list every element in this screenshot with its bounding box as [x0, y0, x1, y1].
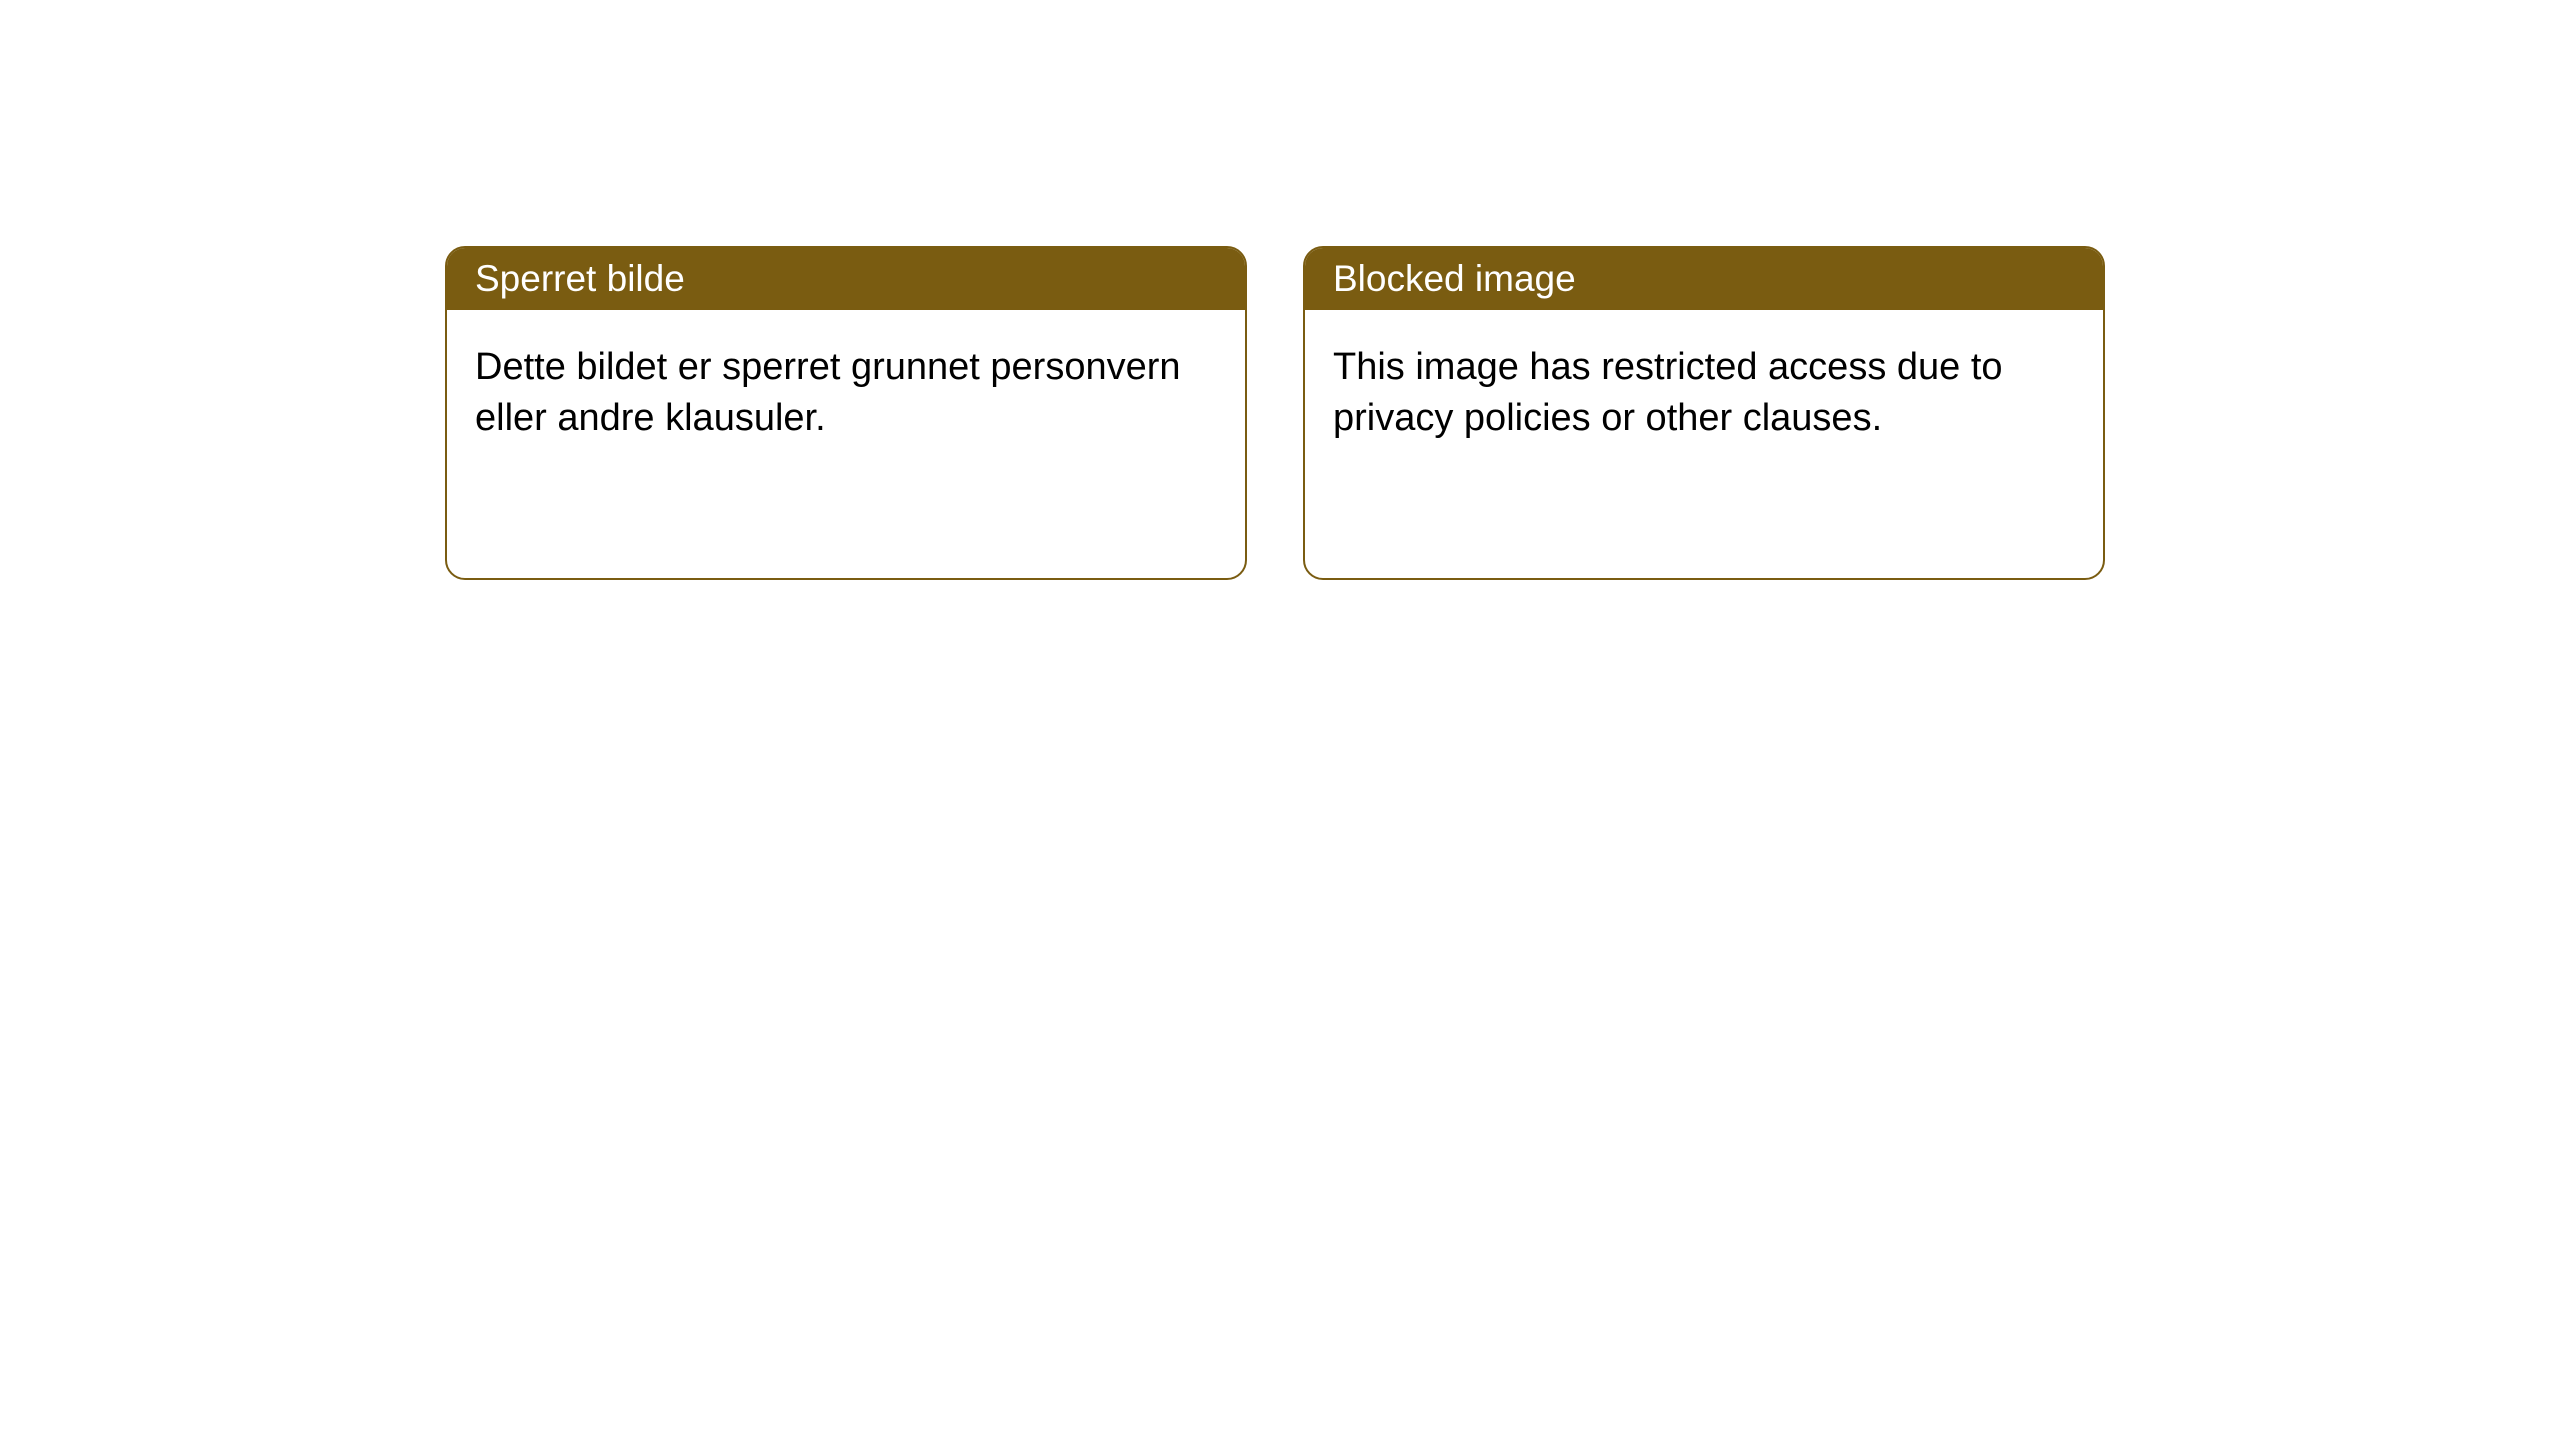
notice-box-no: Sperret bilde Dette bildet er sperret gr… — [445, 246, 1247, 580]
notice-header-no: Sperret bilde — [447, 248, 1245, 310]
notice-container: Sperret bilde Dette bildet er sperret gr… — [445, 246, 2105, 580]
notice-body-en: This image has restricted access due to … — [1305, 310, 2103, 477]
notice-box-en: Blocked image This image has restricted … — [1303, 246, 2105, 580]
notice-header-en: Blocked image — [1305, 248, 2103, 310]
notice-body-no: Dette bildet er sperret grunnet personve… — [447, 310, 1245, 477]
